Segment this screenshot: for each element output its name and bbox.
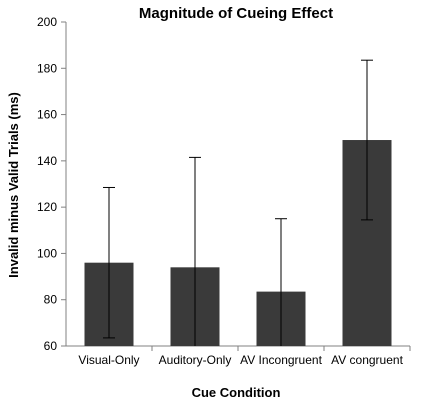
y-tick-label: 120 — [37, 200, 57, 214]
y-axis-title: Invalid minus Valid Trials (ms) — [6, 92, 21, 278]
y-tick-label: 200 — [37, 15, 57, 29]
y-tick-label: 100 — [37, 246, 57, 260]
plot-area: 60 80 100 120 140 160 180 200 Visual-Only Auditor… — [37, 15, 411, 367]
y-tick-label: 180 — [37, 61, 57, 75]
x-tick-label: AV Incongruent — [240, 353, 322, 367]
x-tick-label: Auditory-Only — [159, 353, 232, 367]
chart-title: Magnitude of Cueing Effect — [139, 5, 333, 22]
y-tick-label: 60 — [44, 339, 58, 353]
y-tick-label: 140 — [37, 154, 57, 168]
x-tick-label: Visual-Only — [78, 353, 139, 367]
y-tick-label: 80 — [44, 293, 58, 307]
x-axis-title: Cue Condition — [192, 385, 281, 400]
x-tick-label: AV congruent — [331, 353, 403, 367]
y-tick-label: 160 — [37, 108, 57, 122]
